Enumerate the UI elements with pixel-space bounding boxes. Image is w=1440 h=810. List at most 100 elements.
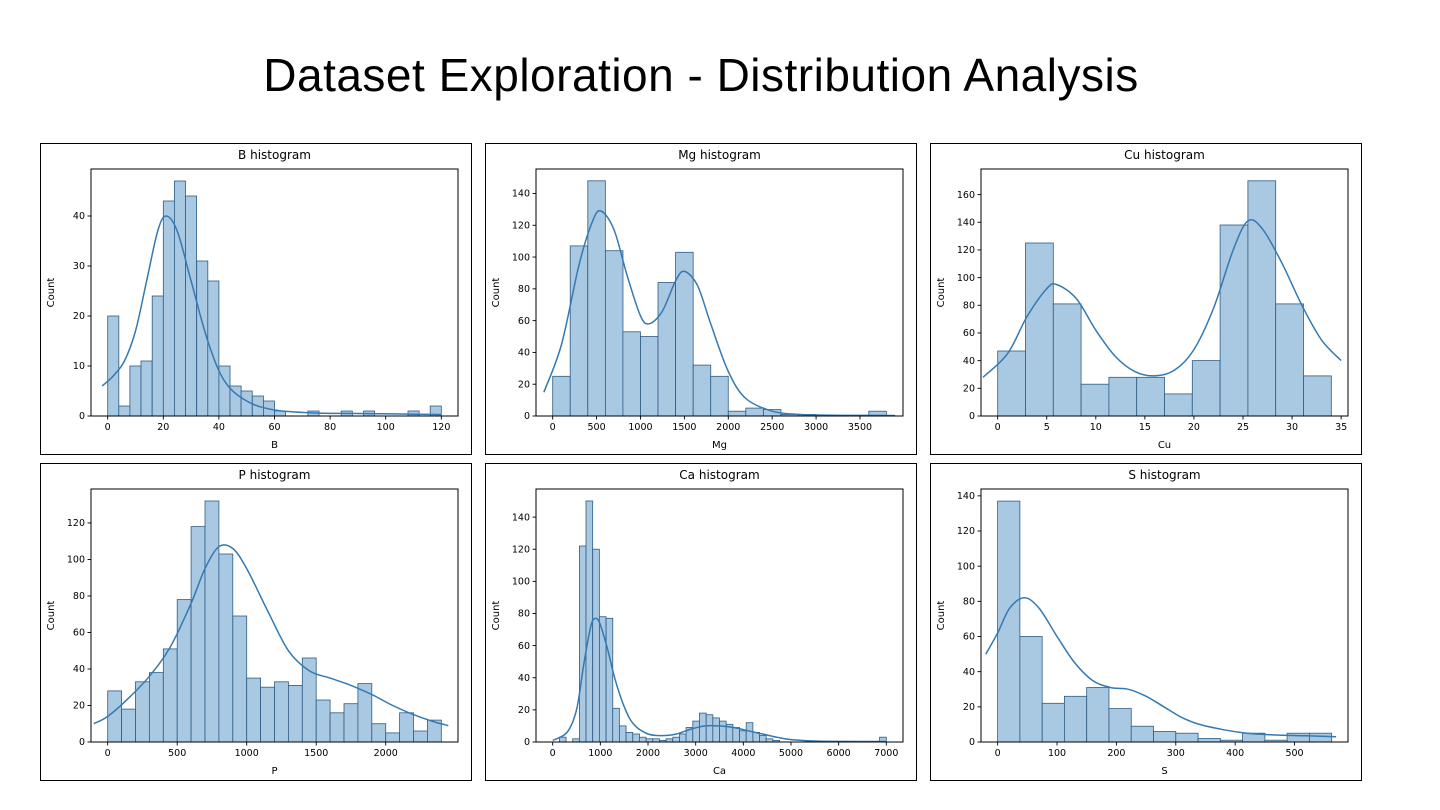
histogram-bar bbox=[699, 712, 707, 743]
histogram-bar bbox=[185, 195, 198, 417]
histogram-bar bbox=[357, 683, 373, 743]
y-tick-label: 80 bbox=[963, 300, 975, 311]
y-axis-label: Count bbox=[936, 278, 947, 308]
y-tick-label: 120 bbox=[957, 526, 975, 537]
histogram-bar bbox=[587, 180, 606, 417]
axes-border bbox=[980, 168, 1349, 417]
x-tick-label: 6000 bbox=[827, 748, 851, 759]
histogram-bar bbox=[1130, 725, 1154, 743]
y-tick-label: 40 bbox=[963, 356, 975, 367]
histogram-bar bbox=[599, 616, 607, 743]
axes-border bbox=[980, 488, 1349, 743]
y-tick-label: 60 bbox=[963, 632, 975, 643]
y-tick-label: 120 bbox=[957, 245, 975, 256]
y-tick-label: 60 bbox=[518, 316, 530, 327]
histogram-bar bbox=[592, 548, 600, 743]
x-tick-label: 40 bbox=[213, 422, 225, 433]
y-tick-label: 20 bbox=[518, 705, 530, 716]
x-tick-label: 60 bbox=[268, 422, 280, 433]
kde-curve bbox=[982, 218, 1342, 378]
x-tick-label: 1000 bbox=[235, 748, 259, 759]
y-tick-label: 100 bbox=[957, 273, 975, 284]
y-axis-label: Count bbox=[491, 601, 502, 631]
histogram-bar bbox=[1175, 732, 1199, 743]
y-tick-label: 0 bbox=[969, 737, 975, 748]
kde-curve bbox=[101, 215, 442, 416]
y-axis-label: Count bbox=[936, 601, 947, 631]
histogram-panel-p: 0 500 1000 1500 2000 0 20 40 60 80 100 120 P histogr… bbox=[40, 463, 472, 781]
y-tick-label: 20 bbox=[73, 311, 85, 322]
histogram-bar bbox=[1153, 731, 1177, 743]
y-tick-label: 20 bbox=[963, 702, 975, 713]
histogram-bar bbox=[679, 733, 687, 743]
kde-curve bbox=[93, 544, 449, 727]
histogram-bar bbox=[274, 681, 289, 743]
y-tick-label: 10 bbox=[73, 361, 85, 372]
histogram-bar bbox=[640, 336, 659, 417]
y-tick-label: 140 bbox=[957, 491, 975, 502]
x-tick-label: 500 bbox=[168, 748, 186, 759]
histogram-bar bbox=[1247, 180, 1277, 417]
histogram-bar bbox=[719, 720, 727, 743]
histogram-bar bbox=[1308, 732, 1333, 743]
y-tick-label: 80 bbox=[73, 591, 85, 602]
histogram-bar bbox=[218, 553, 234, 743]
x-tick-label: 2000 bbox=[374, 748, 398, 759]
histogram-bar bbox=[162, 200, 175, 417]
histogram-bar bbox=[371, 723, 387, 743]
y-tick-label: 0 bbox=[79, 737, 85, 748]
x-tick-label: 4000 bbox=[731, 748, 755, 759]
x-tick-label: 5 bbox=[1044, 422, 1050, 433]
x-tick-label: 100 bbox=[377, 422, 395, 433]
histogram-bar bbox=[399, 712, 414, 743]
x-tick-label: 1500 bbox=[672, 422, 696, 433]
x-tick-label: 500 bbox=[588, 422, 606, 433]
histogram-bar bbox=[1019, 636, 1043, 743]
x-axis-label: Cu bbox=[1158, 440, 1171, 451]
histogram-bar bbox=[710, 375, 729, 417]
x-tick-label: 80 bbox=[324, 422, 336, 433]
kde-curve bbox=[543, 209, 896, 417]
chart-title: S histogram bbox=[1128, 468, 1200, 482]
x-axis-label: B bbox=[271, 440, 278, 451]
histogram-bar bbox=[1108, 708, 1132, 743]
histogram-bar bbox=[121, 708, 136, 743]
x-tick-label: 0 bbox=[105, 748, 111, 759]
histogram-bar bbox=[1041, 702, 1065, 743]
histogram-bar bbox=[732, 727, 740, 743]
y-tick-label: 40 bbox=[518, 673, 530, 684]
x-tick-label: 15 bbox=[1139, 422, 1151, 433]
histogram-bar bbox=[287, 684, 303, 743]
x-tick-label: 30 bbox=[1286, 422, 1298, 433]
y-tick-label: 0 bbox=[969, 411, 975, 422]
y-tick-label: 60 bbox=[73, 628, 85, 639]
y-tick-label: 100 bbox=[512, 577, 530, 588]
y-tick-label: 140 bbox=[512, 512, 530, 523]
histogram-svg-cu: 0 5 10 15 20 25 30 35 0 20 40 60 80 100 120 140 160 Cu hi… bbox=[936, 148, 1349, 451]
histogram-bar bbox=[1286, 732, 1310, 743]
y-tick-label: 100 bbox=[67, 555, 85, 566]
histogram-bar bbox=[692, 720, 700, 743]
histogram-bar bbox=[552, 375, 571, 417]
histogram-bar bbox=[1052, 303, 1082, 417]
x-tick-label: 0 bbox=[995, 748, 1001, 759]
x-tick-label: 3000 bbox=[804, 422, 828, 433]
x-tick-label: 7000 bbox=[874, 748, 898, 759]
chart-title: B histogram bbox=[238, 148, 311, 162]
histogram-bar bbox=[140, 360, 153, 417]
histogram-svg-ca: 0 1000 2000 3000 4000 5000 6000 7000 0 20 40 60 80 10… bbox=[491, 468, 904, 777]
histogram-bar bbox=[315, 699, 331, 743]
histogram-bar bbox=[712, 717, 720, 743]
histogram-bar bbox=[1108, 376, 1138, 417]
histogram-bar bbox=[1063, 695, 1088, 743]
histogram-bar bbox=[605, 617, 614, 743]
x-tick-label: 0 bbox=[105, 422, 111, 433]
histogram-bar bbox=[759, 735, 767, 743]
x-tick-label: 3500 bbox=[848, 422, 872, 433]
y-axis-label: Count bbox=[46, 278, 57, 308]
x-tick-label: 200 bbox=[1107, 748, 1125, 759]
chart-title: P histogram bbox=[239, 468, 311, 482]
histogram-bar bbox=[190, 526, 206, 743]
histogram-bar bbox=[745, 407, 764, 417]
histogram-bar bbox=[118, 405, 131, 417]
